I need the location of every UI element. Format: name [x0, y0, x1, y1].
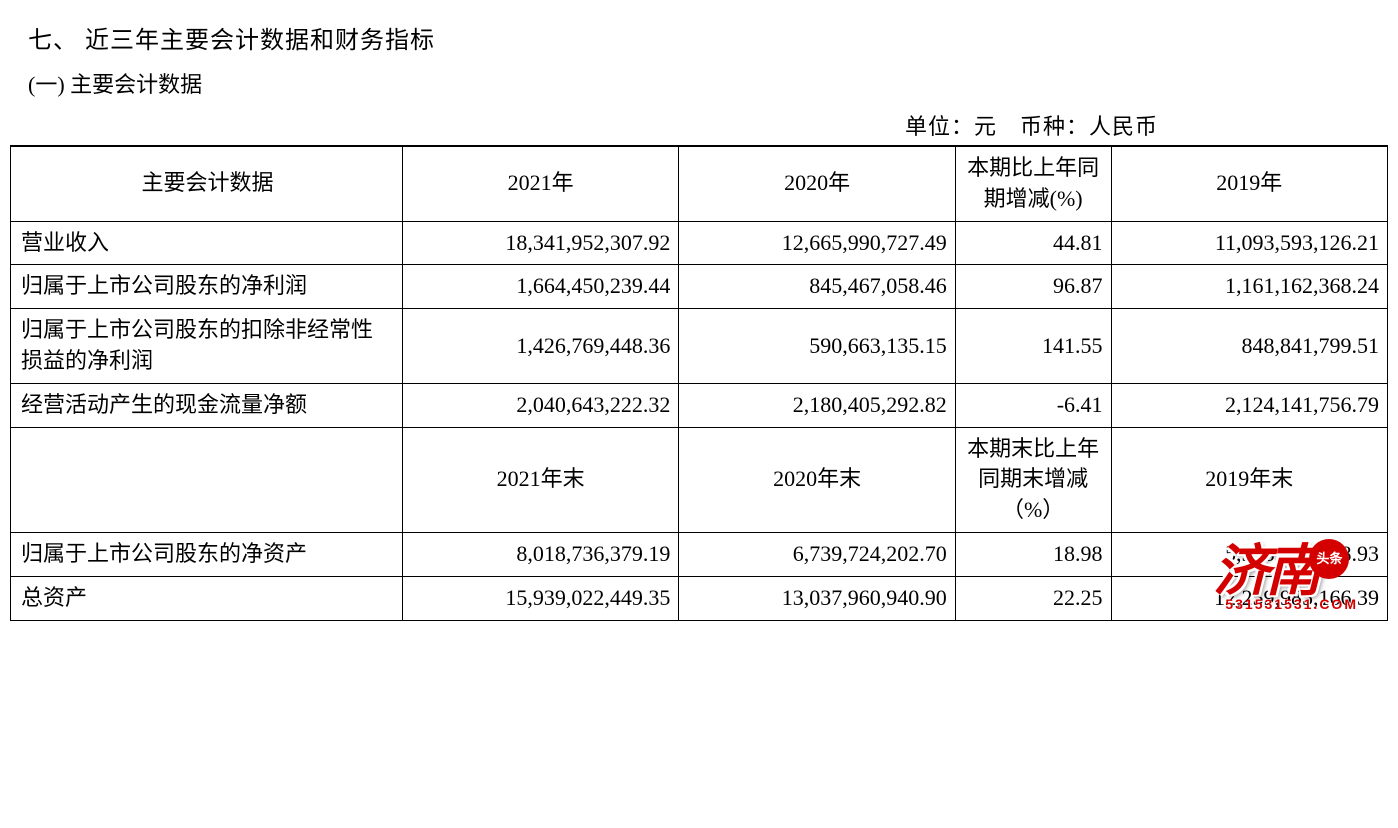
cell-value: 1,161,162,368.24: [1111, 265, 1387, 309]
col-header-2021-end: 2021年末: [402, 427, 678, 532]
cell-value: 12,259,985,166.39: [1111, 576, 1387, 620]
cell-value: 2,180,405,292.82: [679, 383, 955, 427]
col-header-2020-end: 2020年末: [679, 427, 955, 532]
cell-value: 12,665,990,727.49: [679, 221, 955, 265]
col-header-2020: 2020年: [679, 146, 955, 221]
table-row: 归属于上市公司股东的净资产 8,018,736,379.19 6,739,724…: [11, 532, 1388, 576]
row-label: 归属于上市公司股东的净资产: [11, 532, 403, 576]
table-row: 总资产 15,939,022,449.35 13,037,960,940.90 …: [11, 576, 1388, 620]
table-row: 归属于上市公司股东的扣除非经常性损益的净利润 1,426,769,448.36 …: [11, 309, 1388, 384]
cell-value: 44.81: [955, 221, 1111, 265]
col-header-pct: 本期比上年同期增减(%): [955, 146, 1111, 221]
cell-value: 848,841,799.51: [1111, 309, 1387, 384]
cell-value: 15,939,022,449.35: [402, 576, 678, 620]
col-header-pct-end: 本期末比上年同期末增减（%）: [955, 427, 1111, 532]
cell-value: 1,664,450,239.44: [402, 265, 678, 309]
cell-value: 2,040,643,222.32: [402, 383, 678, 427]
row-label: 总资产: [11, 576, 403, 620]
heading-section: 七、 近三年主要会计数据和财务指标 (一) 主要会计数据: [10, 20, 1388, 99]
col-header-label: 主要会计数据: [11, 146, 403, 221]
col-header-2019: 2019年: [1111, 146, 1387, 221]
row-label: 归属于上市公司股东的净利润: [11, 265, 403, 309]
unit-currency-line: 单位：元 币种：人民币: [10, 109, 1388, 141]
cell-value: 96.87: [955, 265, 1111, 309]
document-container: 七、 近三年主要会计数据和财务指标 (一) 主要会计数据 单位：元 币种：人民币…: [10, 20, 1388, 621]
financial-data-table: 主要会计数据 2021年 2020年 本期比上年同期增减(%) 2019年 营业…: [10, 145, 1388, 621]
table-row: 归属于上市公司股东的净利润 1,664,450,239.44 845,467,0…: [11, 265, 1388, 309]
table-row: 营业收入 18,341,952,307.92 12,665,990,727.49…: [11, 221, 1388, 265]
cell-value: 18.98: [955, 532, 1111, 576]
cell-value: 18,341,952,307.92: [402, 221, 678, 265]
row-label: 营业收入: [11, 221, 403, 265]
cell-value: 1,426,769,448.36: [402, 309, 678, 384]
cell-value: 11,093,593,126.21: [1111, 221, 1387, 265]
table-row: 经营活动产生的现金流量净额 2,040,643,222.32 2,180,405…: [11, 383, 1388, 427]
cell-value: 5,906,329,918.93: [1111, 532, 1387, 576]
cell-value: 845,467,058.46: [679, 265, 955, 309]
cell-value: 22.25: [955, 576, 1111, 620]
cell-value: 2,124,141,756.79: [1111, 383, 1387, 427]
heading-sub: (一) 主要会计数据: [28, 67, 1388, 99]
cell-value: 6,739,724,202.70: [679, 532, 955, 576]
table-header-row-2: 2021年末 2020年末 本期末比上年同期末增减（%） 2019年末: [11, 427, 1388, 532]
col-header-2019-end: 2019年末: [1111, 427, 1387, 532]
col-header-label: [11, 427, 403, 532]
cell-value: 8,018,736,379.19: [402, 532, 678, 576]
cell-value: 13,037,960,940.90: [679, 576, 955, 620]
heading-main: 七、 近三年主要会计数据和财务指标: [28, 20, 1388, 55]
row-label: 经营活动产生的现金流量净额: [11, 383, 403, 427]
cell-value: 141.55: [955, 309, 1111, 384]
col-header-2021: 2021年: [402, 146, 678, 221]
row-label: 归属于上市公司股东的扣除非经常性损益的净利润: [11, 309, 403, 384]
table-header-row: 主要会计数据 2021年 2020年 本期比上年同期增减(%) 2019年: [11, 146, 1388, 221]
cell-value: 590,663,135.15: [679, 309, 955, 384]
cell-value: -6.41: [955, 383, 1111, 427]
